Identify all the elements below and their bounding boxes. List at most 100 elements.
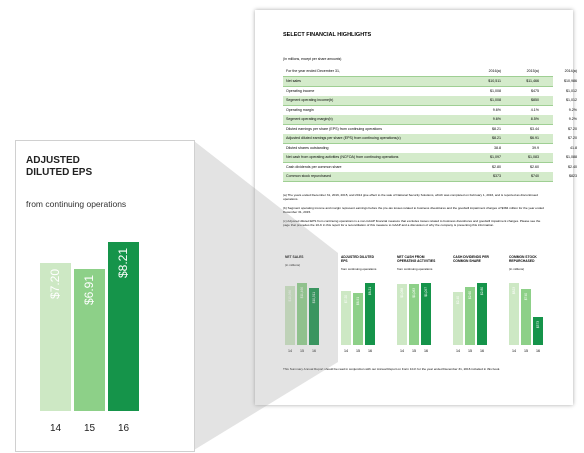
table-cell: $850 [531,98,539,102]
table-cell: $10,986 [564,79,577,83]
units-note: (In millions, except per share amounts) [283,57,342,61]
bar: $10,986 [285,285,295,345]
doc-title: SELECT FINANCIAL HIGHLIGHTS [283,32,372,38]
x-tick-label: 15 [412,349,416,353]
chart-subtitle: (in millions) [509,267,525,271]
chart-title: NET SALES [285,255,304,259]
report-page: SELECT FINANCIAL HIGHLIGHTS (In millions,… [255,10,577,405]
x-tick-label: 16 [424,349,428,353]
value-label: $7.20 [48,268,62,299]
table-row: Common stock repurchased $373 $740 $823 [283,172,577,182]
bar: $7.20 [341,290,351,345]
table-cell: $10,511 [488,79,501,83]
bar: $8.21 [108,242,139,411]
x-tick-label: 15 [524,349,528,353]
x-tick-label: 14 [288,349,292,353]
table-cell: 9.2% [568,107,577,112]
row-label: Net sales [286,79,301,83]
table-cell: $2.40 [568,164,577,169]
table-cell: $1,083 [528,155,539,159]
footnote: (b) Segment operating income and margin … [283,206,544,215]
table-cell: 4.1% [530,107,539,112]
bar: $2.60 [465,287,475,345]
chart-subtitle: from continuing operations [341,267,377,271]
table-cell: $1,097 [490,155,501,159]
x-tick-label: 15 [300,349,304,353]
x-tick-label: 16 [368,349,372,353]
x-tick-label: 16 [480,349,484,353]
table-cell: $373 [493,174,501,178]
row-label: For the year ended December 31, [286,69,340,73]
table-cell: 41.8 [570,145,577,150]
table-cell: 9.6% [492,117,501,121]
row-label: Common stock repurchased [286,174,331,178]
x-tick-label: 15 [356,349,360,353]
table-cell: 2014(a) [564,69,577,73]
table-cell: $7.20 [568,126,577,131]
table-cell: $7.20 [568,136,577,140]
footer-note: This Summary Annual Report should be rea… [283,367,501,371]
chart-title: ADJUSTED DILUTED EPS [341,255,374,263]
footnote: (c) Adjusted diluted EPS from continuing… [283,219,541,228]
x-tick-label: 14 [344,349,348,353]
table-row: Segment operating margin(b) 9.6% 8.5% 9.2% [283,115,577,125]
row-label: Diluted earnings per share (EPS) from co… [286,126,383,131]
table-row: Adjusted diluted earnings per share (EPS… [283,134,577,144]
table-cell: $475 [531,88,539,93]
chart-subtitle: from continuing operations [26,199,127,209]
zoom-panel: ADJUSTED DILUTED EPS from continuing oper… [15,140,195,452]
bar: $7.20 [40,262,71,411]
table-cell: $8.21 [492,126,501,131]
table-row: Net sales $10,511 $11,466 $10,986 [283,77,577,87]
table-cell: 2015(a) [526,69,539,73]
bar: $6.91 [353,292,363,345]
table-cell: $8.21 [492,136,501,140]
row-label: Segment operating income(b) [286,98,334,102]
row-label: Diluted shares outstanding [286,145,329,150]
table-cell: $2.80 [492,164,501,169]
table-row: Net cash from operating activities (NCFO… [283,153,577,163]
chart-subtitle: (in millions) [285,263,301,267]
table-cell: $740 [531,174,539,178]
table-cell: $11,466 [526,79,539,83]
x-tick-label: 15 [468,349,472,353]
x-tick-label: 16 [117,423,130,434]
bar: $1,097 [421,283,431,345]
bar: $2.80 [477,283,487,345]
bar: $1,088 [397,283,407,345]
table-cell: 8.5% [530,117,539,121]
row-label: Segment operating margin(b) [286,117,333,121]
bar: $11,466 [297,283,307,345]
chart-subtitle: from continuing operations [397,267,433,271]
table-cell: $823 [569,174,577,178]
x-tick-label: 14 [456,349,460,353]
table-cell: 9.2% [568,117,577,121]
table-cell: $1,012 [566,88,577,93]
bar: $8.21 [365,283,375,345]
table-cell: $2.60 [530,164,539,169]
table-cell: 9.6% [492,107,501,112]
x-tick-label: 16 [312,349,316,353]
table-cell: $1,088 [566,155,577,159]
table-cell: $1,008 [490,88,501,93]
bar: $10,511 [309,288,319,345]
row-label: Cash dividends per common share [286,164,342,169]
table-row: For the year ended December 31, 2016(a) 20… [283,67,577,77]
table-cell: 2016(a) [488,69,501,73]
chart-title: CASH DIVIDENDS PER COMMON SHARE [453,255,489,263]
chart-title: ADJUSTED DILUTED EPS [26,155,93,178]
row-label: Adjusted diluted earnings per share (EPS… [286,136,401,140]
table-cell: 38.8 [494,145,501,150]
x-tick-label: 14 [400,349,404,353]
x-tick-label: 16 [536,349,540,353]
bar: $6.91 [74,268,105,411]
footnote: (a) The years ended December 31, 2016, 2… [283,193,538,202]
bar: $740 [521,289,531,345]
zoom-shape [194,141,338,450]
table-cell: $6.91 [530,136,539,140]
table-cell: $1,012 [566,98,577,102]
x-tick-label: 14 [49,423,62,434]
table-cell: 39.9 [532,145,539,150]
